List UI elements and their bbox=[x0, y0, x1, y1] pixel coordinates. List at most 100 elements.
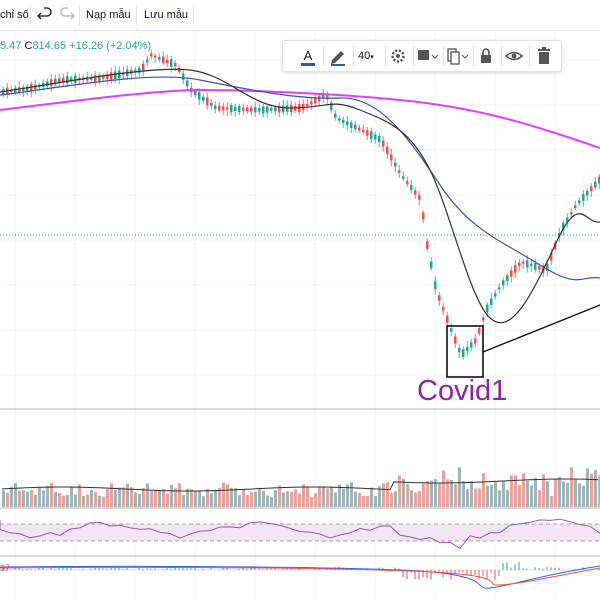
candle-body bbox=[242, 107, 245, 111]
lock-icon[interactable] bbox=[475, 45, 497, 67]
volume-bar bbox=[450, 479, 453, 507]
candle-body bbox=[182, 73, 185, 80]
volume-bar bbox=[306, 487, 309, 507]
trash-icon[interactable] bbox=[533, 45, 555, 67]
candle-body bbox=[522, 261, 525, 264]
candle-body bbox=[118, 70, 121, 79]
volume-bar bbox=[466, 489, 469, 507]
volume-bar bbox=[534, 477, 537, 507]
candle-body bbox=[474, 338, 477, 344]
volume-bar bbox=[414, 492, 417, 507]
ma-short-line bbox=[0, 68, 600, 324]
eye-icon[interactable] bbox=[503, 45, 525, 67]
volume-bar bbox=[42, 490, 45, 507]
volume-bar bbox=[470, 480, 473, 507]
volume-bar bbox=[162, 488, 165, 507]
drawing-toolbar-divider bbox=[443, 46, 444, 66]
candle-body bbox=[234, 106, 237, 111]
gear-icon[interactable] bbox=[387, 45, 409, 67]
volume-bar bbox=[318, 486, 321, 507]
candle-body bbox=[274, 107, 277, 112]
volume-bar bbox=[110, 483, 113, 507]
candle-body bbox=[458, 347, 461, 353]
chart-area[interactable]: 37 bbox=[0, 31, 600, 600]
volume-bar bbox=[154, 490, 157, 507]
volume-bar bbox=[30, 489, 33, 507]
volume-bar bbox=[374, 496, 377, 507]
volume-bar bbox=[462, 480, 465, 507]
volume-bar bbox=[150, 490, 153, 507]
candle-body bbox=[510, 270, 513, 277]
indicators-button[interactable]: chỉ số bbox=[0, 9, 29, 21]
macd-signal-line bbox=[0, 566, 600, 586]
volume-bar bbox=[310, 496, 313, 507]
candle-body bbox=[62, 77, 65, 82]
save-template-button[interactable]: Lưu mẫu bbox=[144, 9, 189, 21]
volume-bar bbox=[506, 489, 509, 507]
text-color-icon[interactable]: A bbox=[297, 45, 319, 67]
volume-bar bbox=[594, 469, 597, 507]
candlesticks bbox=[2, 49, 600, 360]
candle-body bbox=[450, 328, 453, 332]
volume-bar bbox=[94, 491, 97, 507]
candle-body bbox=[506, 275, 509, 281]
volume-bar bbox=[430, 480, 433, 507]
volume-bar bbox=[566, 482, 569, 507]
volume-bar bbox=[70, 486, 73, 507]
volume-bar bbox=[102, 496, 105, 507]
volume-bar bbox=[550, 495, 553, 507]
candle-body bbox=[470, 342, 473, 348]
candle-body bbox=[370, 131, 373, 139]
volume-bar bbox=[34, 494, 37, 507]
redo-icon[interactable] bbox=[57, 5, 77, 25]
volume-bar bbox=[210, 493, 213, 507]
toolbar-divider bbox=[136, 5, 137, 25]
candle-body bbox=[570, 212, 573, 215]
legend-open-value: 5.47 bbox=[0, 40, 22, 52]
volume-bar bbox=[526, 480, 529, 507]
volume-bar bbox=[18, 490, 21, 507]
volume-bar bbox=[494, 481, 497, 507]
volume-bar bbox=[170, 484, 173, 507]
candle-body bbox=[214, 105, 217, 109]
candle-body bbox=[54, 78, 57, 85]
candle-body bbox=[246, 107, 249, 112]
volume-bar bbox=[558, 476, 561, 507]
price-legend: 5.47 C814.65 +16.26 (+2.04%) bbox=[0, 40, 151, 52]
volume-bar bbox=[358, 492, 361, 507]
candle-body bbox=[514, 265, 517, 273]
pencil-icon[interactable] bbox=[327, 45, 349, 67]
undo-icon[interactable] bbox=[35, 5, 55, 25]
candle-body bbox=[494, 293, 497, 297]
volume-bar bbox=[194, 491, 197, 507]
fill-style-icon[interactable] bbox=[415, 45, 441, 67]
candle-body bbox=[30, 84, 33, 92]
volume-bar bbox=[546, 481, 549, 507]
candle-body bbox=[430, 261, 433, 269]
price-chart[interactable]: 37 bbox=[0, 31, 600, 600]
candle-body bbox=[366, 130, 369, 136]
candle-body bbox=[398, 170, 401, 173]
copy-icon[interactable] bbox=[445, 45, 471, 67]
volume-bar bbox=[326, 488, 329, 507]
covid-annotation-label[interactable]: Covid1 bbox=[417, 375, 508, 407]
volume-bar bbox=[498, 490, 501, 507]
volume-bar bbox=[118, 487, 121, 507]
line-width-select[interactable]: 40▾ bbox=[358, 45, 382, 67]
volume-bar bbox=[342, 488, 345, 507]
volume-bar bbox=[350, 482, 353, 507]
candle-body bbox=[262, 106, 265, 114]
candle-body bbox=[466, 347, 469, 351]
volume-bar bbox=[282, 492, 285, 507]
load-template-button[interactable]: Nạp mẫu bbox=[86, 9, 131, 21]
legend-change: +16.26 (+2.04%) bbox=[69, 40, 152, 52]
drawing-toolbar-divider bbox=[413, 46, 414, 66]
candle-body bbox=[362, 129, 365, 133]
volume-bar bbox=[386, 482, 389, 507]
volume-bar bbox=[182, 495, 185, 507]
rsi-line bbox=[0, 518, 600, 550]
toolbar-divider bbox=[30, 5, 31, 25]
volume-bar bbox=[582, 485, 585, 507]
drawing-toolbar-divider bbox=[529, 46, 530, 66]
candle-body bbox=[338, 118, 341, 121]
